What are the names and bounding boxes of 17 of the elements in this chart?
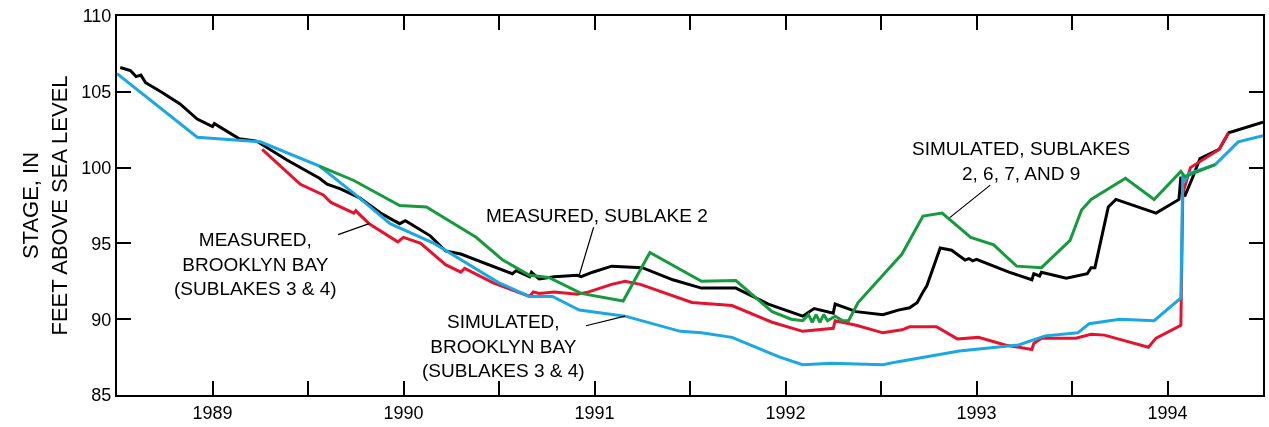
annotation: SIMULATED, BROOKLYN BAY (SUBLAKES 3 & 4) bbox=[422, 311, 585, 382]
x-tick-label: 1990 bbox=[383, 402, 424, 423]
y-tick-label: 85 bbox=[91, 385, 112, 406]
x-tick-label: 1993 bbox=[956, 402, 997, 423]
x-tick-label: 1994 bbox=[1147, 402, 1188, 423]
x-tick-label: 1989 bbox=[192, 402, 233, 423]
y-tick-label: 90 bbox=[91, 309, 112, 330]
y-tick-label: 95 bbox=[91, 233, 112, 254]
x-tick-label: 1991 bbox=[574, 402, 615, 423]
y-tick-label: 105 bbox=[81, 82, 112, 103]
y-tick-label: 110 bbox=[82, 6, 112, 27]
y-tick-label: 100 bbox=[81, 157, 112, 178]
y-axis-title: STAGE, IN FEET ABOVE SEA LEVEL bbox=[18, 75, 72, 336]
annotation: MEASURED, BROOKLYN BAY (SUBLAKES 3 & 4) bbox=[174, 229, 337, 300]
annotation: MEASURED, SUBLAKE 2 bbox=[486, 205, 708, 226]
x-tick-label: 1992 bbox=[765, 402, 806, 423]
annotation: SIMULATED, SUBLAKES 2, 6, 7, AND 9 bbox=[912, 138, 1131, 184]
